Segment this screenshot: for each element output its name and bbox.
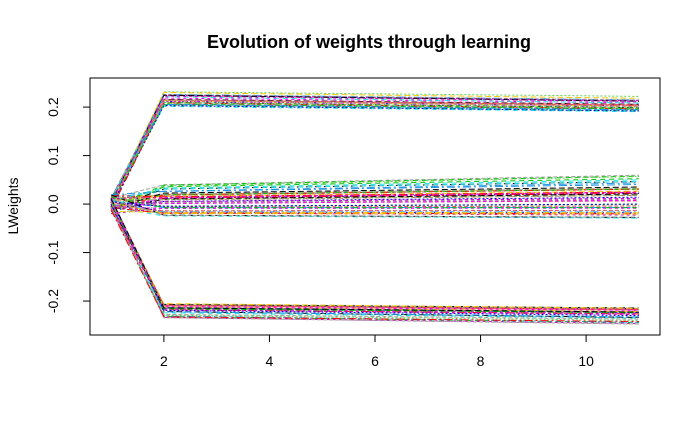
series-line-middle-5 [110, 178, 639, 213]
y-tick-label: -0.2 [45, 289, 61, 313]
series-line-positive-17 [110, 105, 639, 204]
series-line-middle-18 [111, 206, 639, 210]
x-tick-label: 6 [371, 353, 379, 369]
series-layer [110, 91, 639, 325]
chart-title: Evolution of weights through learning [207, 32, 531, 52]
series-line-negative-5 [110, 205, 639, 309]
series-line-negative-16 [110, 208, 639, 314]
series-line-positive-27 [110, 102, 639, 203]
series-line-positive-13 [110, 98, 639, 199]
series-line-middle-46 [111, 184, 639, 196]
y-tick-label: -0.1 [45, 240, 61, 264]
series-line-middle-47 [110, 179, 639, 202]
series-line-middle-11 [110, 181, 639, 203]
x-tick-label: 10 [578, 353, 594, 369]
series-line-negative-23 [110, 201, 639, 312]
series-line-middle-32 [111, 197, 639, 208]
series-line-positive-29 [110, 96, 639, 200]
series-line-negative-22 [110, 201, 639, 316]
y-tick-label: 0.1 [45, 146, 61, 166]
series-line-negative-6 [110, 201, 639, 313]
series-line-middle-39 [111, 201, 639, 207]
series-line-middle-37 [111, 190, 639, 201]
series-line-negative-11 [110, 202, 639, 309]
y-axis-label: LWeights [5, 177, 21, 234]
series-line-middle-41 [110, 196, 639, 209]
series-line-positive-26 [110, 99, 639, 204]
series-line-negative-27 [110, 200, 639, 314]
series-line-negative-8 [110, 207, 639, 323]
series-line-positive-1 [110, 101, 639, 203]
series-line-middle-33 [111, 194, 639, 201]
series-line-middle-36 [111, 198, 639, 205]
series-line-middle-49 [111, 202, 639, 215]
x-tick-label: 4 [266, 353, 274, 369]
x-tick-label: 8 [477, 353, 485, 369]
series-line-middle-26 [111, 187, 639, 201]
series-line-middle-42 [111, 199, 639, 207]
series-line-positive-23 [110, 103, 639, 206]
y-tick-label: 0.0 [45, 194, 61, 214]
series-line-middle-17 [110, 188, 639, 209]
series-line-negative-12 [110, 209, 639, 320]
series-line-negative-30 [110, 208, 639, 311]
series-line-negative-29 [110, 198, 639, 313]
series-line-middle-44 [111, 205, 639, 212]
series-line-positive-24 [110, 97, 639, 205]
series-line-middle-4 [111, 192, 639, 199]
series-line-middle-25 [111, 210, 639, 214]
y-tick-label: 0.2 [45, 97, 61, 117]
x-tick-label: 2 [160, 353, 168, 369]
series-line-negative-17 [110, 200, 639, 318]
series-line-negative-14 [110, 208, 639, 310]
series-line-middle-23 [111, 206, 639, 219]
series-line-middle-2 [110, 174, 639, 199]
series-line-positive-8 [110, 94, 639, 205]
series-line-middle-27 [111, 196, 639, 210]
series-line-negative-25 [110, 199, 639, 317]
series-line-negative-13 [110, 203, 639, 313]
series-line-middle-38 [111, 199, 639, 208]
series-line-middle-50 [110, 198, 639, 218]
series-line-middle-31 [110, 186, 639, 210]
series-line-negative-9 [110, 206, 639, 319]
series-line-negative-28 [110, 200, 639, 311]
series-line-negative-15 [110, 202, 639, 314]
series-line-positive-21 [110, 105, 639, 208]
series-line-negative-1 [110, 206, 639, 310]
y-axis: -0.2 -0.1 0.0 0.1 0.2 [45, 97, 91, 313]
x-axis: 2 4 6 8 10 [160, 334, 594, 369]
series-line-middle-48 [111, 191, 639, 200]
series-line-positive-7 [110, 91, 639, 201]
series-line-middle-19 [110, 193, 639, 212]
series-line-negative-24 [110, 206, 639, 325]
series-line-middle-45 [110, 176, 639, 209]
series-line-positive-30 [110, 95, 639, 203]
series-line-middle-20 [111, 194, 639, 201]
